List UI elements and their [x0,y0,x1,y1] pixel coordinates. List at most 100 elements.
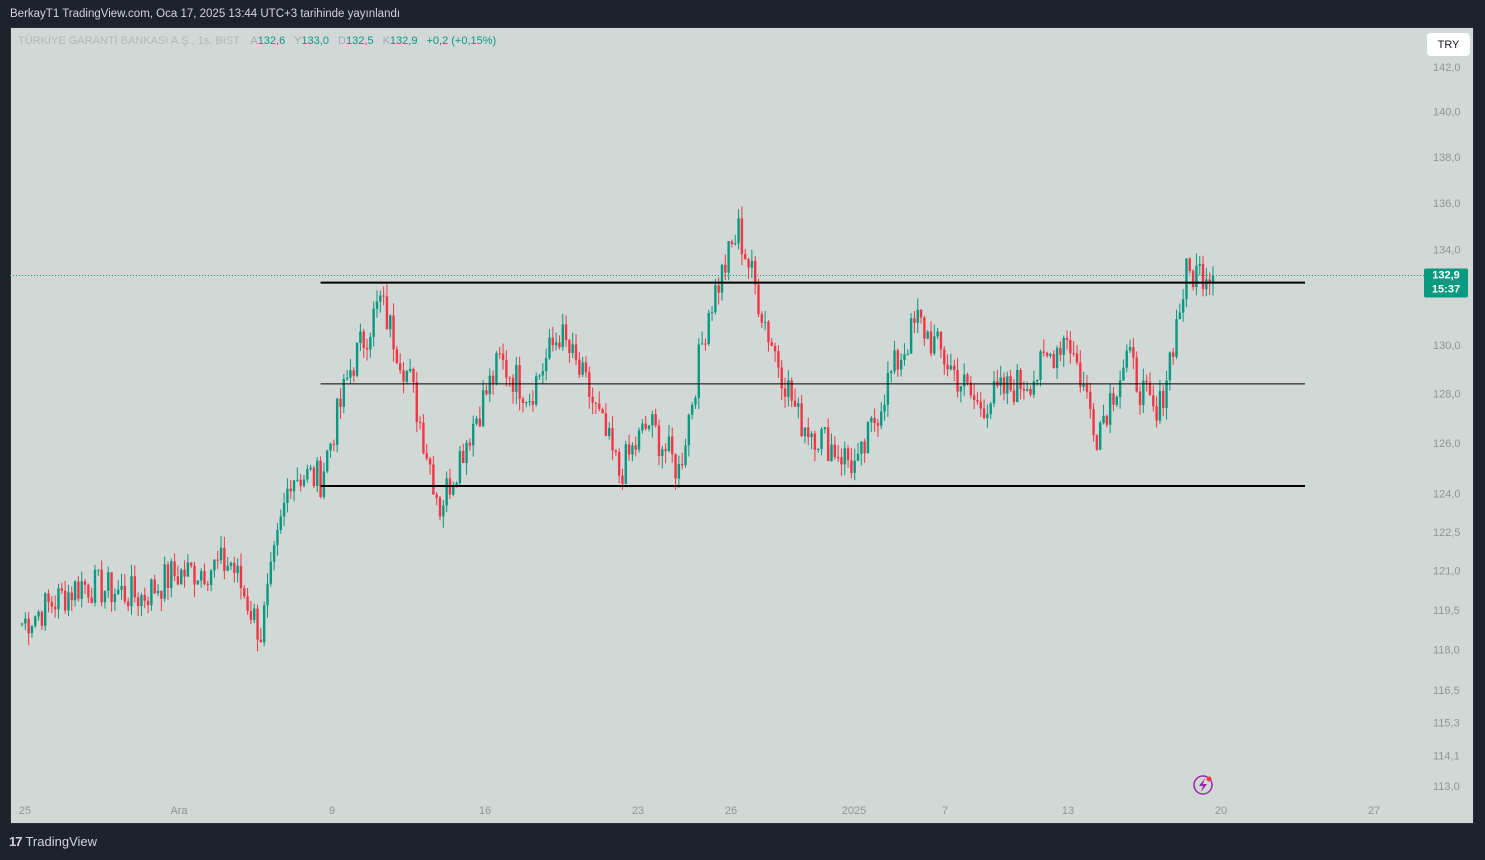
candle-body [641,423,644,431]
candle-body [1026,389,1029,391]
currency-button[interactable]: TRY [1427,33,1470,56]
candle-body [564,324,568,341]
x-tick-label: 20 [1215,805,1227,817]
y-tick-label: 138,0 [1433,152,1461,164]
candle-body [1035,379,1039,382]
candle-body [933,336,936,354]
candle-body [345,377,349,380]
candle-body [727,241,730,273]
candle-body [408,368,412,372]
candle-body [946,364,949,370]
x-tick-label: 13 [1062,805,1074,817]
candle-body [654,414,657,426]
candle-body [813,433,817,450]
candle-body [465,442,468,464]
candle-body [578,359,581,375]
candle-body [551,337,555,346]
candle-body [438,497,442,517]
candle-body [521,398,525,403]
candle-body [34,616,37,627]
tradingview-logo[interactable]: 17 TradingView [9,834,97,849]
candle-body [830,444,833,462]
y-tick-label: 121,0 [1433,566,1461,578]
candle-body [107,572,110,591]
x-tick-label: 26 [725,805,737,817]
candle-body [1019,370,1022,389]
candle-body [279,516,282,530]
y-tick-label: 126,0 [1433,438,1461,450]
candle-body [87,584,90,598]
candle-body [1099,422,1102,450]
candle-body [1148,382,1152,396]
candle-body [873,417,876,424]
candle-body [219,547,223,561]
candle-body [1181,299,1185,313]
candle-body [1062,338,1065,355]
candle-body [249,610,253,620]
candle-body [156,590,160,594]
candle-body [836,457,840,459]
y-tick-label: 116,5 [1433,685,1460,697]
candle-body [478,418,482,427]
candle-body [823,427,827,430]
candle-body [67,592,70,611]
candle-body [893,350,896,372]
candle-body [850,460,853,473]
candle-body [505,360,508,378]
y-tick-label: 140,0 [1433,107,1461,119]
candle-body [700,343,704,345]
low-label: D [338,35,346,47]
candle-body [777,351,780,368]
y-tick-label: 119,5 [1433,605,1460,617]
candle-body [312,467,316,487]
candle-body [588,372,591,397]
candle-body [1201,263,1205,290]
candle-body [326,450,329,472]
candle-body [574,344,578,360]
candle-body [860,441,863,454]
candle-body [558,342,561,348]
symbol-title[interactable]: TÜRKİYE GARANTİ BANKASI A.Ş., 1s, BIST [18,35,240,47]
candle-body [488,375,491,395]
candle-body [1188,258,1191,271]
candle-body [1155,406,1158,421]
candle-body [462,451,465,464]
top-bar: BerkayT1 TradingView.com, Oca 17, 2025 1… [0,0,1485,27]
candle-body [554,342,558,346]
candlestick-chart[interactable]: 142,0 140,0 138,0 136,0 134,0 130,0 128,0 126,0… [10,27,1474,824]
candle-body [422,422,425,454]
candle-body [657,425,661,457]
candle-body [355,342,359,376]
candle-body [481,390,485,427]
candle-body [929,331,933,354]
candle-body [1029,389,1032,395]
candle-body [870,417,873,423]
candle-body [24,618,27,624]
candle-body [455,482,458,486]
candle-body [286,488,289,503]
y-tick-label: 124,0 [1433,489,1461,501]
candle-body [123,585,127,602]
candle-body [617,451,621,476]
candle-body [853,460,856,473]
candle-body [412,368,415,383]
candle-body [1002,377,1006,394]
candle-body [150,579,153,606]
candle-body [1162,390,1165,409]
close-label: K [382,35,390,47]
candle-body [272,545,276,562]
candle-body [1055,347,1059,369]
chart-pane[interactable] [10,27,1474,824]
candle-body [133,576,136,598]
candle-body [296,479,299,481]
candle-body [943,349,946,365]
candle-body [213,559,216,571]
candle-body [1012,390,1016,403]
y-tick-label: 114,1 [1433,750,1460,762]
candle-body [1152,395,1155,407]
candle-body [166,564,170,589]
candle-body [899,359,903,370]
candle-body [428,458,432,465]
candle-body [528,401,531,403]
y-tick-label: 142,0 [1433,62,1461,74]
